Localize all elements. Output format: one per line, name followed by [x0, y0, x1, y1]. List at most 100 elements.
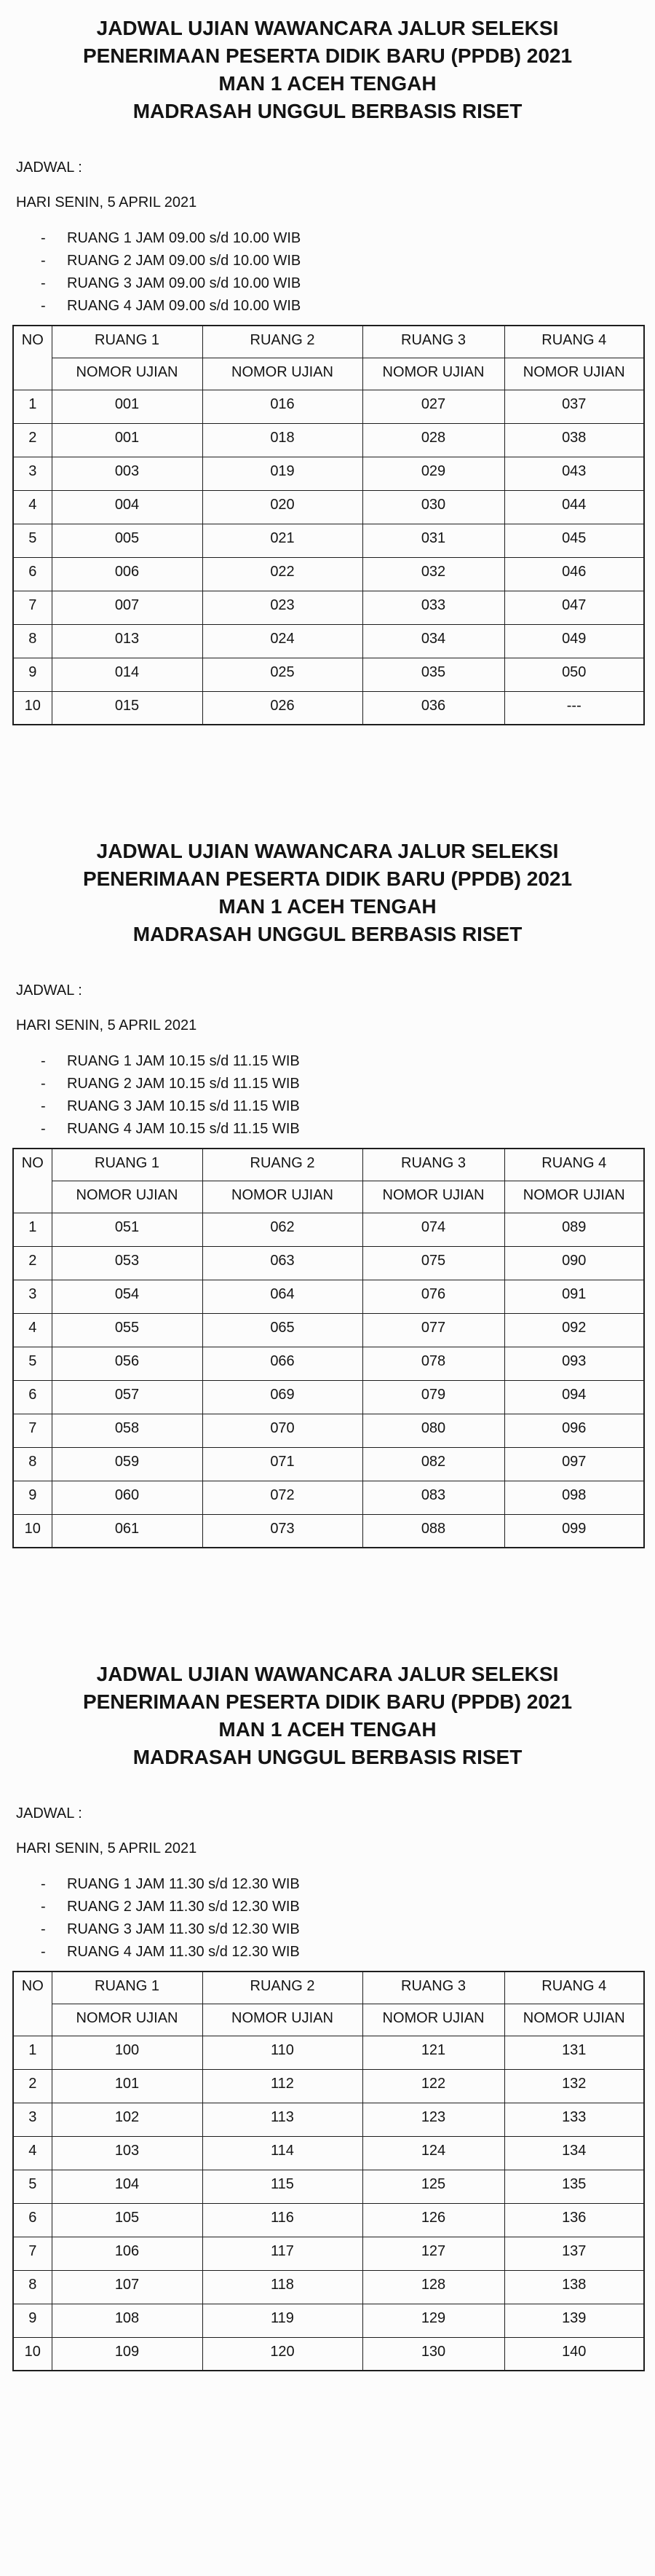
exam-number-cell: 138	[504, 2269, 645, 2304]
subheader-cell: NOMOR UJIAN	[362, 2003, 505, 2036]
table-row: 5 104 115 125 135	[12, 2169, 645, 2204]
table-row: 1 100 110 121 131	[12, 2035, 645, 2070]
schedule-item: - RUANG 2 JAM 11.30 s/d 12.30 WIB	[0, 1896, 655, 1918]
subheader-cell: NOMOR UJIAN	[362, 1180, 505, 1213]
schedule-item: - RUANG 3 JAM 11.30 s/d 12.30 WIB	[0, 1918, 655, 1941]
schedule-item: - RUANG 1 JAM 10.15 s/d 11.15 WIB	[0, 1050, 655, 1073]
table-row: 6 105 116 126 136	[12, 2202, 645, 2237]
schedule-list: - RUANG 1 JAM 09.00 s/d 10.00 WIB - RUANG …	[0, 227, 655, 318]
exam-number-cell: 082	[362, 1446, 505, 1481]
exam-number-cell: 050	[504, 657, 645, 692]
exam-number-cell: ---	[504, 690, 645, 725]
exam-number-cell: 097	[504, 1446, 645, 1481]
table-row: 10 061 073 088 099	[12, 1513, 645, 1548]
bullet-dash: -	[41, 230, 46, 246]
exam-number-cell: 092	[504, 1312, 645, 1347]
exam-number-cell: 122	[362, 2068, 505, 2103]
exam-number-cell: 066	[202, 1346, 363, 1381]
exam-number-cell: 053	[51, 1245, 203, 1280]
exam-number-cell: 005	[51, 523, 203, 558]
exam-number-cell: 103	[51, 2135, 203, 2170]
table-header: NO RUANG 1 RUANG 2 RUANG 3 RUANG 4 NOMOR…	[12, 325, 645, 390]
exam-number-cell: 024	[202, 623, 363, 658]
schedule-section: JADWAL UJIAN WAWANCARA JALUR SELEKSI PEN…	[0, 823, 655, 1646]
exam-number-cell: 100	[51, 2035, 203, 2070]
exam-number-cell: 090	[504, 1245, 645, 1280]
table-row: 4 055 065 077 092	[12, 1312, 645, 1347]
exam-number-cell: 123	[362, 2102, 505, 2137]
table-row: 4 004 020 030 044	[12, 489, 645, 524]
subheader-cell: NOMOR UJIAN	[504, 357, 645, 390]
exam-number-cell: 056	[51, 1346, 203, 1381]
row-number-cell: 3	[12, 1279, 52, 1314]
exam-number-cell: 132	[504, 2068, 645, 2103]
exam-number-cell: 072	[202, 1480, 363, 1515]
exam-number-cell: 115	[202, 2169, 363, 2204]
document-title: JADWAL UJIAN WAWANCARA JALUR SELEKSI PEN…	[0, 1661, 655, 1771]
bullet-dash: -	[41, 253, 46, 269]
exam-number-cell: 006	[51, 556, 203, 591]
title-line-1: JADWAL UJIAN WAWANCARA JALUR SELEKSI	[96, 840, 559, 862]
exam-number-cell: 077	[362, 1312, 505, 1347]
title-line-3: MAN 1 ACEH TENGAH	[218, 72, 437, 95]
day-label: HARI SENIN, 5 APRIL 2021	[16, 1840, 197, 1856]
exam-number-cell: 094	[504, 1379, 645, 1414]
schedule-section: JADWAL UJIAN WAWANCARA JALUR SELEKSI PEN…	[0, 0, 655, 823]
table-row: 1 051 062 074 089	[12, 1212, 645, 1247]
table-row: 10 015 026 036 ---	[12, 690, 645, 725]
exam-number-cell: 059	[51, 1446, 203, 1481]
exam-number-cell: 043	[504, 456, 645, 491]
bullet-dash: -	[41, 1899, 46, 1915]
title-line-3: MAN 1 ACEH TENGAH	[218, 895, 437, 918]
exam-number-cell: 038	[504, 422, 645, 457]
row-number-cell: 7	[12, 2236, 52, 2271]
title-line-4: MADRASAH UNGGUL BERBASIS RISET	[132, 923, 523, 945]
exam-number-cell: 021	[202, 523, 363, 558]
exam-number-cell: 076	[362, 1279, 505, 1314]
exam-number-cell: 023	[202, 590, 363, 625]
row-number-cell: 2	[12, 1245, 52, 1280]
exam-number-cell: 101	[51, 2068, 203, 2103]
exam-number-cell: 117	[202, 2236, 363, 2271]
exam-number-cell: 004	[51, 489, 203, 524]
bullet-dash: -	[41, 1053, 46, 1069]
row-number-cell: 3	[12, 456, 52, 491]
row-number-cell: 8	[12, 2269, 52, 2304]
exam-number-cell: 130	[362, 2336, 505, 2371]
schedule-list: - RUANG 1 JAM 11.30 s/d 12.30 WIB - RUANG …	[0, 1873, 655, 1963]
exam-number-cell: 139	[504, 2303, 645, 2338]
exam-number-cell: 134	[504, 2135, 645, 2170]
exam-number-cell: 091	[504, 1279, 645, 1314]
row-number-cell: 10	[12, 1513, 52, 1548]
title-line-2: PENERIMAAN PESERTA DIDIK BARU (PPDB) 202…	[82, 44, 573, 67]
document-title: JADWAL UJIAN WAWANCARA JALUR SELEKSI PEN…	[0, 838, 655, 948]
exam-number-cell: 062	[202, 1212, 363, 1247]
exam-number-cell: 029	[362, 456, 505, 491]
bullet-dash: -	[41, 1121, 46, 1137]
exam-number-cell: 064	[202, 1279, 363, 1314]
schedule-item: - RUANG 2 JAM 10.15 s/d 11.15 WIB	[0, 1073, 655, 1095]
exam-number-cell: 102	[51, 2102, 203, 2137]
row-number-cell: 1	[12, 389, 52, 424]
exam-number-cell: 054	[51, 1279, 203, 1314]
exam-number-cell: 037	[504, 389, 645, 424]
row-number-cell: 10	[12, 690, 52, 725]
schedule-item-text: RUANG 4 JAM 11.30 s/d 12.30 WIB	[67, 1944, 300, 1960]
exam-number-cell: 032	[362, 556, 505, 591]
exam-number-cell: 022	[202, 556, 363, 591]
exam-number-table: NO RUANG 1 RUANG 2 RUANG 3 RUANG 4 NOMOR…	[12, 1971, 645, 2371]
exam-number-cell: 061	[51, 1513, 203, 1548]
title-line-2: PENERIMAAN PESERTA DIDIK BARU (PPDB) 202…	[82, 1690, 573, 1713]
exam-number-cell: 003	[51, 456, 203, 491]
row-number-cell: 5	[12, 1346, 52, 1381]
exam-number-cell: 080	[362, 1413, 505, 1448]
table-header: NO RUANG 1 RUANG 2 RUANG 3 RUANG 4 NOMOR…	[12, 1148, 645, 1213]
schedule-item: - RUANG 3 JAM 09.00 s/d 10.00 WIB	[0, 272, 655, 295]
exam-number-cell: 136	[504, 2202, 645, 2237]
exam-number-cell: 046	[504, 556, 645, 591]
table-row: 2 101 112 122 132	[12, 2068, 645, 2103]
exam-number-cell: 028	[362, 422, 505, 457]
exam-number-cell: 129	[362, 2303, 505, 2338]
row-number-cell: 4	[12, 2135, 52, 2170]
table-row: 1 001 016 027 037	[12, 389, 645, 424]
